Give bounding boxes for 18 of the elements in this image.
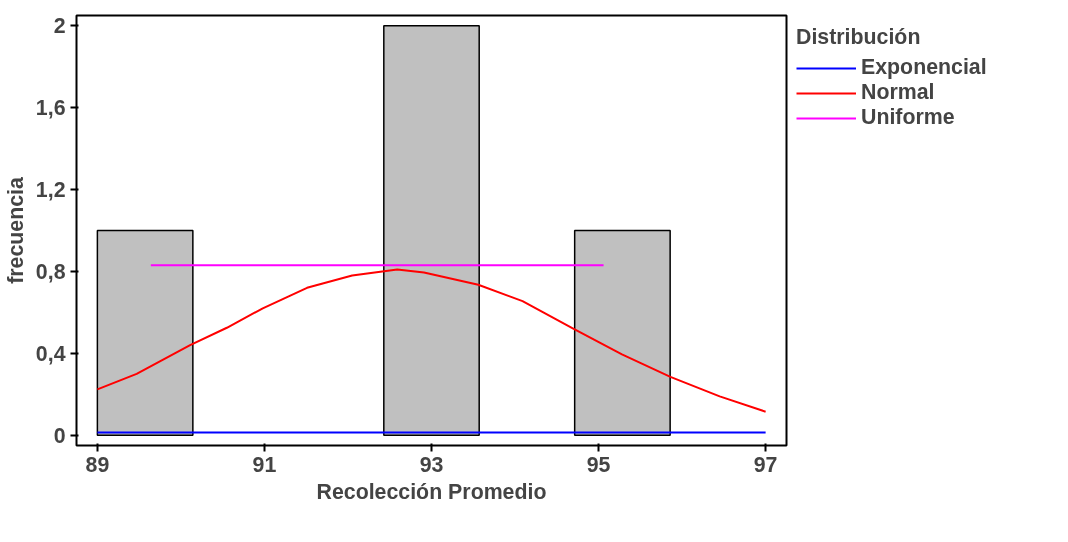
y-tick-label: 1,2 <box>35 178 66 203</box>
y-tick-label: 2 <box>53 14 66 39</box>
x-tick-label: 95 <box>586 452 611 477</box>
x-tick-label: 97 <box>753 452 778 477</box>
x-tick-label: 93 <box>419 452 444 477</box>
legend-label: Exponencial <box>861 55 987 80</box>
x-axis-title: Recolección Promedio <box>316 479 547 504</box>
legend-title: Distribución <box>796 25 922 50</box>
y-tick-label: 0,4 <box>35 341 66 366</box>
y-axis-title: frecuencia <box>3 177 28 284</box>
x-tick-label: 91 <box>252 452 277 477</box>
legend-label: Uniforme <box>861 105 955 130</box>
legend-label: Normal <box>861 80 935 105</box>
y-tick-label: 1,6 <box>35 96 66 121</box>
line-series <box>96 268 767 413</box>
y-tick-label: 0 <box>53 423 66 448</box>
x-tick-label: 89 <box>85 452 110 477</box>
y-tick-label: 0,8 <box>35 259 66 284</box>
